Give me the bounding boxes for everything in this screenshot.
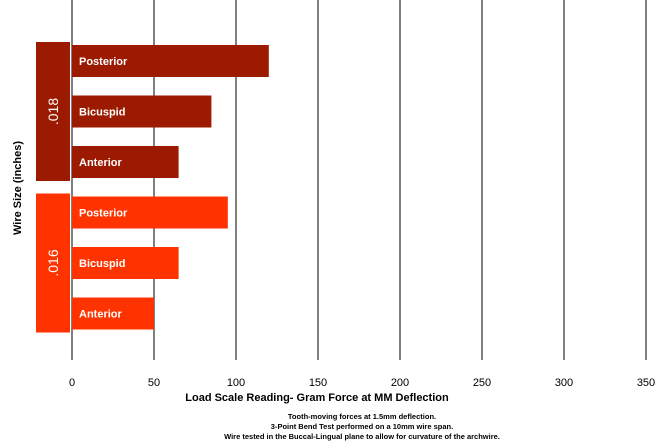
group-labels: .018 .016 bbox=[36, 42, 70, 333]
group-box bbox=[36, 193, 70, 333]
bars: Posterior Bicuspid Anterior Posterior Bicusp… bbox=[72, 45, 269, 330]
bar-label: Bicuspid bbox=[79, 107, 125, 119]
x-tick-label: 350 bbox=[637, 377, 655, 389]
group-label: .018 bbox=[45, 98, 61, 125]
bar-label: Posterior bbox=[79, 208, 128, 220]
bar bbox=[72, 45, 269, 77]
x-tick-label: 250 bbox=[473, 377, 491, 389]
bar-label: Posterior bbox=[79, 56, 128, 68]
bar-label: Anterior bbox=[79, 157, 123, 169]
bar bbox=[72, 196, 228, 229]
note-line: Tooth-moving forces at 1.5mm deflection. bbox=[287, 412, 437, 421]
chart-notes: Tooth-moving forces at 1.5mm deflection.… bbox=[72, 412, 652, 442]
x-tick-label: 150 bbox=[309, 377, 327, 389]
bar bbox=[72, 247, 179, 279]
x-tick-labels: 0 50 100 150 200 250 300 350 bbox=[69, 377, 655, 389]
bar-label: Anterior bbox=[79, 309, 123, 321]
group-label: .016 bbox=[45, 249, 61, 276]
note-line: 3-Point Bend Test performed on a 10mm wi… bbox=[270, 422, 454, 431]
group-box bbox=[36, 42, 70, 181]
x-tick-label: 100 bbox=[227, 377, 245, 389]
bar bbox=[72, 146, 179, 178]
bar-label: Bicuspid bbox=[79, 258, 125, 270]
x-tick-label: 50 bbox=[148, 377, 160, 389]
x-axis-title: Load Scale Reading- Gram Force at MM Def… bbox=[185, 392, 449, 404]
x-tick-label: 0 bbox=[69, 377, 75, 389]
y-axis-title: Wire Size (inches) bbox=[12, 141, 24, 235]
note-line: Wire tested in the Buccal-Lingual plane … bbox=[224, 432, 500, 441]
x-tick-label: 300 bbox=[555, 377, 573, 389]
bar bbox=[72, 297, 154, 330]
x-tick-label: 200 bbox=[391, 377, 409, 389]
bar bbox=[72, 95, 212, 128]
